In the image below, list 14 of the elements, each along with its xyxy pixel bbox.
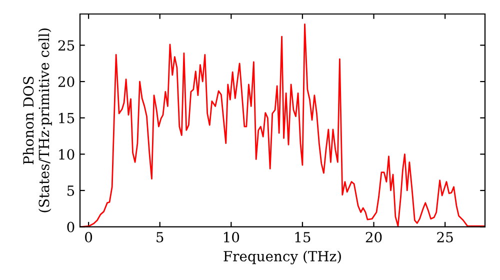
y-tick-label: 15 xyxy=(59,112,74,124)
x-tick-label: 5 xyxy=(156,232,164,242)
y-axis-title: Phonon DOS (States/THz·primitive cell) xyxy=(22,28,52,212)
y-tick-label: 25 xyxy=(58,40,74,51)
y-tick-label: 20 xyxy=(58,76,74,88)
x-tick-label: 0 xyxy=(85,232,92,242)
x-axis-title: Frequency (THz) xyxy=(224,250,341,264)
y-tick-label: 10 xyxy=(59,149,74,160)
x-tick-label: 15 xyxy=(295,232,310,242)
y-tick-label: 5 xyxy=(67,186,74,196)
x-tick-label: 10 xyxy=(224,232,240,242)
x-tick-label: 20 xyxy=(366,232,382,242)
y-tick-label: 0 xyxy=(67,222,74,232)
x-tick-label: 25 xyxy=(437,232,453,242)
